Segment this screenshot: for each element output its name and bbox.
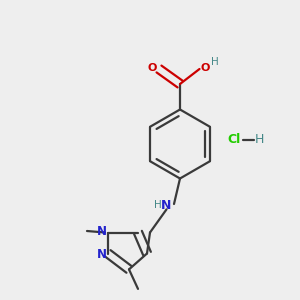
Text: H: H: [211, 57, 219, 68]
Text: H: H: [154, 200, 161, 211]
Text: O: O: [148, 63, 157, 73]
Text: O: O: [200, 63, 210, 73]
Text: Cl: Cl: [227, 133, 241, 146]
Text: H: H: [255, 133, 264, 146]
Text: N: N: [161, 199, 172, 212]
Text: N: N: [97, 225, 107, 238]
Text: N: N: [97, 248, 107, 261]
